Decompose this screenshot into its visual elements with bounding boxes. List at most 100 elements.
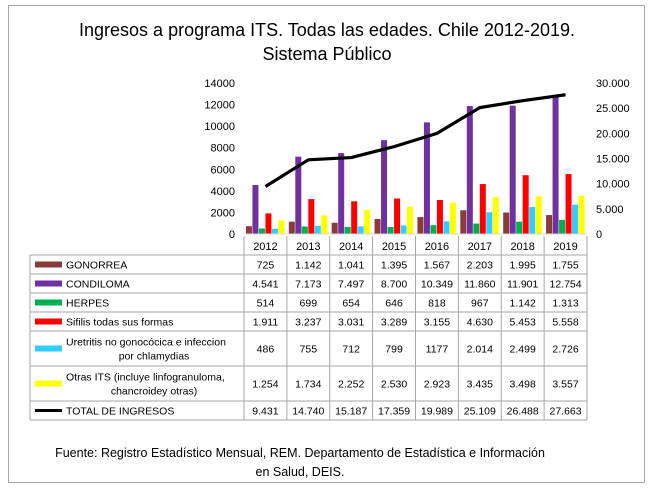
row-label: CONDILOMA <box>66 279 130 291</box>
table-cell-value: 3.237 <box>295 317 321 329</box>
bar-gonorrea <box>288 221 295 234</box>
bar-gonorrea <box>503 212 510 234</box>
legend-key <box>35 318 62 325</box>
bar-sifilis <box>436 199 443 234</box>
x-tick-label: 2018 <box>510 241 534 253</box>
bar-herpes <box>387 227 394 234</box>
row-label: Otras ITS (incluye linfogranuloma, <box>66 372 225 384</box>
bar-condiloma <box>295 156 302 234</box>
table-cell-value: 15.187 <box>335 406 367 418</box>
bar-condiloma <box>338 153 345 234</box>
source-line-1: Fuente: Registro Estadístico Mensual, RE… <box>55 446 545 460</box>
table-cell-value: 2.499 <box>510 344 536 356</box>
chart-title: Ingresos a programa ITS. Todas las edade… <box>79 20 575 40</box>
table-cell-value: 799 <box>385 344 403 356</box>
chart-frame <box>8 5 645 483</box>
bar-gonorrea <box>460 210 467 234</box>
table-cell-value: 1.755 <box>552 260 578 272</box>
y2-tick-label: 10.000 <box>596 179 630 191</box>
y-tick-label: 12000 <box>204 100 235 112</box>
table-cell-value: 1.142 <box>295 260 321 272</box>
table-cell-value: 7.497 <box>338 279 364 291</box>
bar-gonorrea <box>417 217 424 234</box>
table-cell-value: 646 <box>385 298 403 310</box>
total-line <box>264 93 566 188</box>
bar-condiloma <box>552 96 559 235</box>
legend-key <box>35 380 62 387</box>
y2-tick-label: 0 <box>596 229 602 241</box>
table-cell-value: 8.700 <box>381 279 407 291</box>
table-cell-value: 2.726 <box>552 344 578 356</box>
bar-uretritis <box>314 225 321 234</box>
bar-uretritis <box>572 204 579 234</box>
legend-key <box>35 261 62 268</box>
table-cell-value: 2.923 <box>424 379 450 391</box>
bar-condiloma <box>252 185 259 234</box>
bar-otras <box>578 195 585 234</box>
x-tick-label: 2017 <box>468 241 492 253</box>
table-cell-value: 10.349 <box>421 279 453 291</box>
table-cell-value: 2.530 <box>381 379 407 391</box>
bar-herpes <box>473 223 480 234</box>
bar-condiloma <box>381 140 388 234</box>
bar-sifilis <box>522 175 529 234</box>
table-cell-value: 26.488 <box>507 406 539 418</box>
bar-otras <box>407 206 414 234</box>
table-cell-value: 1.041 <box>338 260 364 272</box>
table-cell-value: 14.740 <box>292 406 324 418</box>
table-cell-value: 2.203 <box>467 260 493 272</box>
table-cell-value: 3.435 <box>467 379 493 391</box>
table-cell-value: 11.860 <box>464 279 495 291</box>
bar-uretritis <box>271 228 278 234</box>
y2-tick-label: 20.000 <box>596 128 630 140</box>
table-cell-value: 1.313 <box>552 298 578 310</box>
table-cell-value: 1.995 <box>510 260 536 272</box>
bar-uretritis <box>400 225 407 234</box>
row-label: TOTAL DE INGRESOS <box>66 406 174 418</box>
x-tick-label: 2012 <box>253 241 277 253</box>
bar-otras <box>321 215 328 234</box>
row-label: chancroidey otras) <box>111 386 197 398</box>
table-cell-value: 3.031 <box>338 317 364 329</box>
table-cell-value: 11.901 <box>507 279 538 291</box>
table-cell-value: 2.014 <box>467 344 493 356</box>
y2-tick-label: 15.000 <box>596 154 630 166</box>
y-tick-label: 10000 <box>204 121 235 133</box>
row-label: Sifilis todas sus formas <box>66 317 173 329</box>
table-cell-value: 4.541 <box>252 279 278 291</box>
bar-sifilis <box>351 201 358 234</box>
table-cell-value: 3.557 <box>552 379 578 391</box>
table-cell-value: 1.567 <box>424 260 450 272</box>
row-label: Uretritis no gonocócica e infeccion <box>66 337 226 349</box>
y2-tick-label: 30.000 <box>596 78 630 90</box>
bar-otras <box>449 202 456 234</box>
x-tick-label: 2013 <box>296 241 320 253</box>
table-cell-value: 755 <box>300 344 318 356</box>
table-cell-value: 9.431 <box>252 406 278 418</box>
table-cell-value: 1.254 <box>252 379 278 391</box>
table-cell-value: 1.395 <box>381 260 407 272</box>
table-cell-value: 1.911 <box>253 317 279 329</box>
bar-uretritis <box>443 221 450 234</box>
table-cell-value: 7.173 <box>295 279 321 291</box>
source-note: Fuente: Registro Estadístico Mensual, RE… <box>20 444 580 482</box>
bar-herpes <box>258 228 265 234</box>
table-cell-value: 486 <box>257 344 275 356</box>
bar-herpes <box>344 226 351 234</box>
legend-key <box>35 299 62 306</box>
bar-herpes <box>301 226 308 234</box>
bar-gonorrea <box>331 222 338 234</box>
bar-uretritis <box>529 207 536 234</box>
table-cell-value: 654 <box>342 298 360 310</box>
source-line-2: en Salud, DEIS. <box>255 465 345 479</box>
table-cell-value: 1.734 <box>295 379 321 391</box>
table-cell-value: 725 <box>257 260 275 272</box>
bar-condiloma <box>423 122 430 234</box>
table-cell-value: 17.359 <box>378 406 410 418</box>
table-cell-value: 967 <box>471 298 489 310</box>
bar-sifilis <box>479 184 486 234</box>
table-cell-value: 12.754 <box>550 279 582 291</box>
table-cell-value: 3.498 <box>510 379 536 391</box>
bar-otras <box>535 196 542 234</box>
bar-gonorrea <box>374 218 381 234</box>
